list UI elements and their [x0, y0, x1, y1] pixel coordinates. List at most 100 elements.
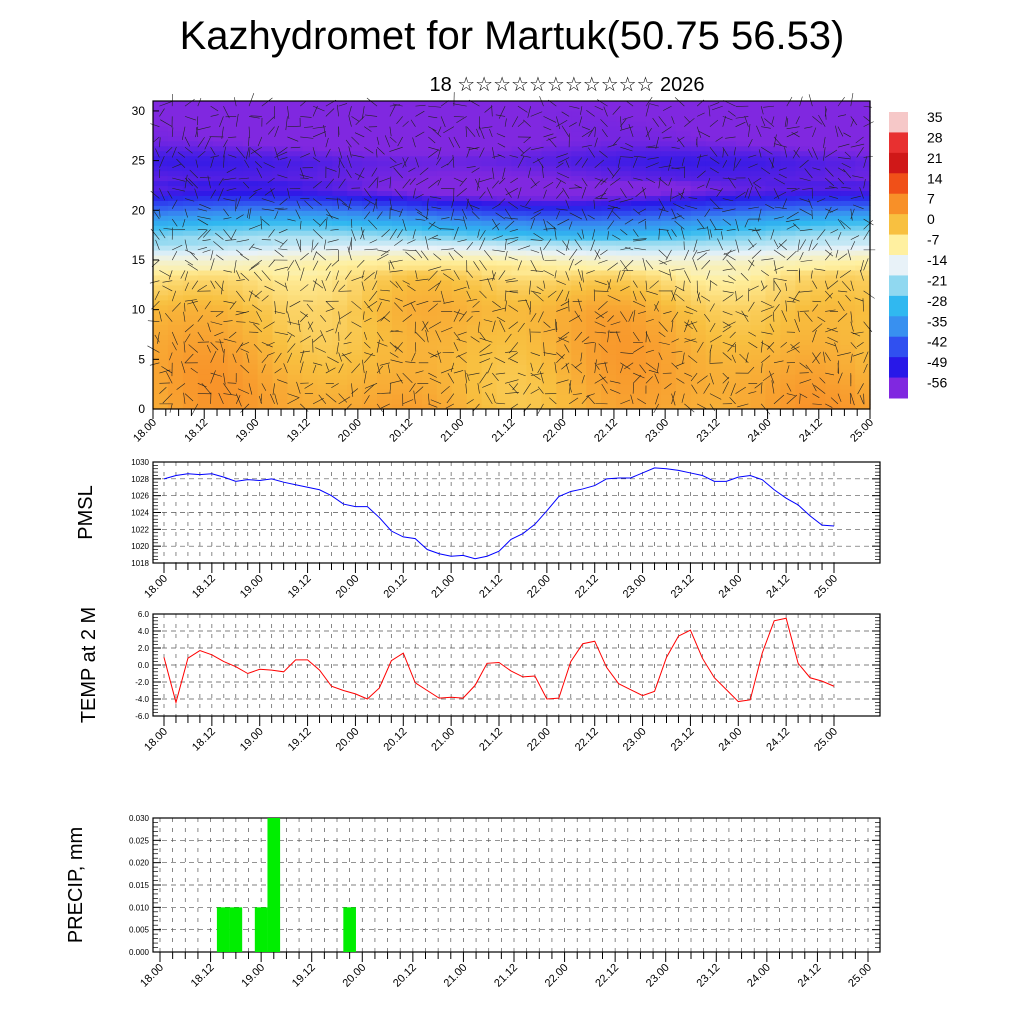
field-cell — [153, 210, 169, 216]
field-cell — [302, 165, 318, 172]
field-cell — [586, 259, 602, 266]
field-cell — [287, 165, 303, 172]
field-cell — [601, 394, 617, 400]
wind-barb — [223, 106, 230, 119]
field-cell — [392, 230, 408, 236]
field-cell — [451, 115, 468, 122]
field-cell — [436, 105, 453, 112]
wind-barb — [778, 167, 787, 171]
field-cell — [257, 329, 274, 336]
field-cell — [705, 101, 722, 107]
y-tick-label: 25 — [132, 154, 146, 168]
field-cell — [571, 135, 587, 142]
field-cell — [421, 304, 438, 311]
field-cell — [765, 314, 781, 321]
wind-barb — [798, 290, 813, 293]
wind-barb — [797, 310, 800, 322]
field-cell — [601, 145, 617, 152]
field-cell — [675, 210, 692, 216]
wind-barb — [466, 298, 478, 302]
field-cell — [616, 165, 632, 172]
field-cell — [451, 220, 468, 226]
wind-barb — [628, 311, 634, 322]
field-cell — [481, 379, 498, 385]
wind-barb — [735, 290, 737, 301]
wind-barb — [415, 331, 426, 342]
wind-barb — [797, 239, 800, 252]
field-cell — [257, 369, 274, 375]
field-cell — [840, 210, 856, 216]
field-cell — [421, 180, 438, 187]
field-cell — [855, 105, 871, 112]
field-cell — [182, 245, 199, 251]
field-cell — [645, 394, 662, 400]
wind-barb — [581, 186, 587, 199]
field-cell — [720, 264, 737, 271]
wind-barb — [824, 106, 827, 120]
field-cell — [616, 289, 632, 296]
field-cell — [466, 180, 483, 187]
field-cell — [257, 120, 274, 127]
field-cell — [616, 195, 632, 201]
field-cell — [616, 240, 632, 246]
wind-barb — [509, 403, 519, 410]
field-cell — [332, 120, 348, 127]
field-cell — [153, 279, 169, 286]
field-cell — [347, 240, 363, 246]
wind-barb — [704, 313, 711, 322]
wind-barb — [541, 164, 544, 179]
field-cell — [436, 165, 453, 172]
wind-barb — [155, 239, 160, 250]
wind-barb — [343, 341, 352, 345]
wind-barb — [655, 393, 660, 405]
field-cell — [735, 140, 752, 147]
field-cell — [511, 329, 528, 336]
wind-barb — [748, 239, 755, 248]
wind-barb — [697, 184, 705, 189]
wind-barb — [543, 321, 551, 328]
wind-barb — [416, 300, 429, 306]
field-cell — [556, 304, 572, 311]
wind-barb — [662, 136, 672, 139]
field-cell — [810, 185, 826, 192]
field-cell — [302, 245, 318, 251]
field-cell — [257, 195, 274, 201]
wind-barb — [786, 393, 796, 396]
field-cell — [496, 319, 513, 326]
field-cell — [377, 344, 393, 350]
field-cell — [317, 195, 333, 201]
field-cell — [601, 225, 617, 231]
field-cell — [377, 210, 393, 216]
field-cell — [227, 180, 244, 187]
wind-barb — [426, 208, 429, 220]
wind-barb — [539, 246, 544, 261]
wind-barb — [850, 208, 853, 221]
wind-barb — [274, 280, 287, 288]
x-tick-label: 18.00 — [131, 417, 159, 445]
field-cell — [257, 304, 274, 311]
field-cell — [795, 304, 811, 311]
wind-barb — [835, 249, 839, 258]
wind-barb — [748, 391, 757, 394]
wind-barb — [325, 148, 331, 158]
field-cell — [675, 180, 692, 187]
x-tick-label: 19.12 — [285, 417, 313, 445]
field-cell — [317, 200, 333, 206]
field-cell — [631, 101, 647, 107]
field-cell — [541, 190, 557, 196]
field-cell — [571, 329, 587, 336]
field-cell — [511, 399, 528, 405]
field-cell — [795, 200, 811, 206]
wind-barb — [219, 339, 224, 353]
field-cell — [601, 284, 617, 291]
wind-barb — [761, 300, 773, 307]
wind-barb — [159, 387, 167, 394]
field-cell — [735, 101, 752, 107]
field-cell — [451, 294, 468, 301]
field-cell — [182, 115, 199, 122]
field-cell — [242, 384, 259, 390]
field-cell — [347, 105, 363, 112]
field-cell — [810, 210, 826, 216]
wind-barb — [530, 180, 540, 189]
field-cell — [795, 115, 811, 122]
